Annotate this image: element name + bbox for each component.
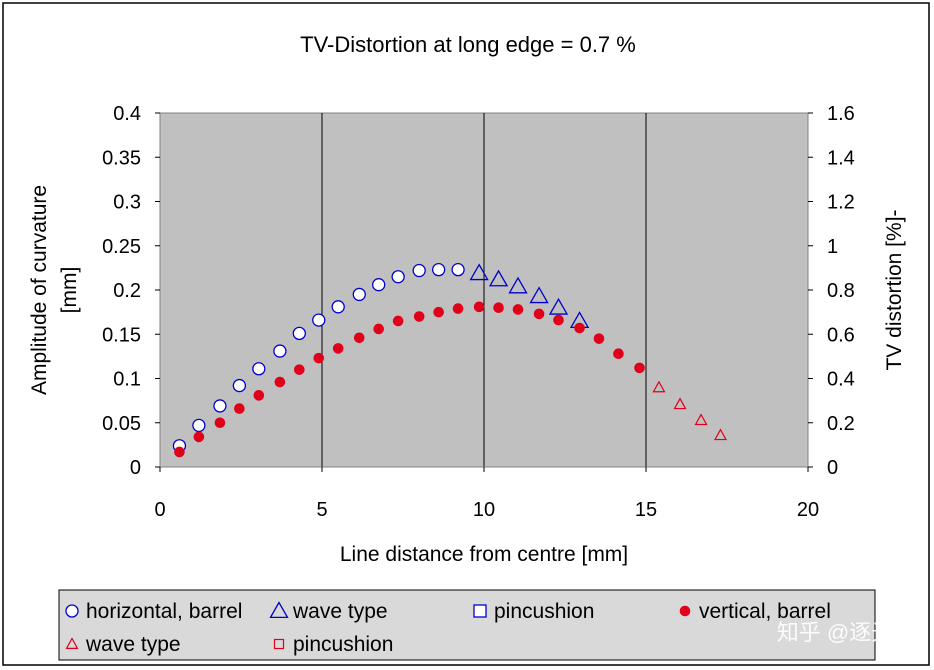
legend-marker-0 bbox=[65, 604, 79, 618]
y2-tick-label-7: 1.4 bbox=[827, 147, 855, 169]
y-tick-label-3: 0.15 bbox=[102, 324, 141, 346]
legend-marker-1 bbox=[269, 601, 289, 619]
legend-marker-3 bbox=[679, 605, 691, 617]
y-tick-label-1: 0.05 bbox=[102, 413, 141, 435]
watermark: 知乎 @逐光 bbox=[777, 620, 893, 645]
series-3-point-13 bbox=[433, 306, 444, 318]
x-tick-label-1: 5 bbox=[316, 499, 327, 521]
series-3-point-8 bbox=[332, 343, 344, 354]
series-0-point-13 bbox=[431, 262, 446, 277]
legend-label-4: wave type bbox=[85, 633, 181, 656]
series-3-point-7 bbox=[313, 352, 325, 364]
y-axis-label-line2: [mm] bbox=[58, 267, 81, 314]
series-1-point-4 bbox=[548, 297, 569, 315]
series-3-point-15 bbox=[473, 301, 485, 313]
y-axis-label-line1: Amplitude of curvature bbox=[28, 185, 51, 395]
series-3-point-21 bbox=[593, 333, 605, 344]
series-3-point-3 bbox=[234, 403, 245, 414]
series-0-point-8 bbox=[331, 300, 345, 314]
series-3-point-14 bbox=[452, 303, 464, 314]
series-3-point-11 bbox=[392, 315, 404, 327]
series-0-point-14 bbox=[451, 262, 465, 277]
series-4-point-0 bbox=[652, 380, 666, 393]
series-3-point-18 bbox=[533, 308, 545, 320]
x-tick-label-0: 0 bbox=[154, 499, 165, 521]
y2-tick-label-3: 0.6 bbox=[827, 324, 855, 346]
series-0-point-2 bbox=[213, 399, 227, 413]
y-tick-label-4: 0.2 bbox=[113, 280, 141, 302]
legend-label-3: vertical, barrel bbox=[699, 600, 831, 623]
series-3-point-23 bbox=[634, 362, 645, 374]
series-0-point-11 bbox=[391, 270, 405, 284]
series-0-point-1 bbox=[192, 418, 206, 433]
legend-label-1: wave type bbox=[292, 600, 388, 623]
legend-label-0: horizontal, barrel bbox=[86, 600, 242, 623]
series-1-point-2 bbox=[508, 276, 528, 294]
series-3-point-9 bbox=[353, 332, 365, 344]
y2-tick-label-6: 1.2 bbox=[827, 192, 855, 214]
y-tick-label-2: 0.1 bbox=[113, 369, 141, 391]
x-tick-label-3: 15 bbox=[635, 499, 657, 521]
series-0-point-3 bbox=[232, 378, 247, 393]
series-0-point-10 bbox=[372, 278, 386, 292]
y-tick-label-5: 0.25 bbox=[102, 236, 141, 258]
series-3-point-17 bbox=[512, 304, 524, 315]
legend: horizontal, barrel wave type pincushion ver… bbox=[65, 600, 831, 656]
chart-title: TV-Distortion at long edge = 0.7 % bbox=[300, 32, 636, 57]
y2-tick-label-5: 1 bbox=[827, 236, 838, 258]
series-3-point-16 bbox=[493, 302, 504, 314]
y-tick-label-0: 0 bbox=[130, 457, 141, 479]
y-axis-ticks: 0 0.05 0.1 0.15 0.2 0.25 0.3 0.35 0.4 bbox=[102, 103, 141, 479]
series-3-point-20 bbox=[574, 322, 585, 334]
series-3-point-0 bbox=[174, 446, 185, 458]
legend-box bbox=[58, 589, 876, 661]
series-3-point-19 bbox=[553, 314, 564, 326]
x-tick-label-4: 20 bbox=[797, 499, 819, 521]
series-0-point-5 bbox=[273, 344, 287, 358]
series-4-point-3 bbox=[714, 428, 728, 441]
axes bbox=[155, 112, 813, 472]
series-3-point-12 bbox=[413, 311, 425, 322]
series-3-point-2 bbox=[214, 417, 226, 429]
y2-tick-label-8: 1.6 bbox=[827, 103, 855, 125]
series-3-point-1 bbox=[193, 431, 205, 443]
y2-axis-label: TV distortion [%]- bbox=[883, 209, 906, 370]
series-0-point-4 bbox=[252, 362, 266, 376]
y-tick-label-8: 0.4 bbox=[113, 103, 141, 125]
series-0-point-9 bbox=[352, 287, 366, 302]
series-4-point-1 bbox=[673, 397, 687, 410]
y2-tick-label-4: 0.8 bbox=[827, 280, 855, 302]
series-3-point-4 bbox=[253, 390, 265, 401]
series-3-point-6 bbox=[294, 364, 305, 375]
series-1-point-1 bbox=[488, 269, 509, 287]
x-axis-ticks: 0 5 10 15 20 bbox=[154, 499, 819, 521]
series-3-point-5 bbox=[274, 376, 286, 388]
legend-label-5: pincushion bbox=[293, 633, 393, 656]
legend-marker-2 bbox=[473, 604, 487, 618]
legend-marker-5 bbox=[273, 638, 285, 650]
data-markers bbox=[172, 262, 728, 458]
legend-marker-4 bbox=[65, 637, 79, 650]
x-axis-label: Line distance from centre [mm] bbox=[340, 543, 628, 566]
y-tick-label-6: 0.3 bbox=[113, 192, 141, 214]
series-1-point-0 bbox=[469, 263, 489, 281]
y-tick-label-7: 0.35 bbox=[102, 147, 141, 169]
series-0-point-12 bbox=[412, 263, 426, 278]
series-0-point-6 bbox=[292, 326, 306, 341]
series-4-point-2 bbox=[694, 413, 708, 426]
series-1-point-3 bbox=[529, 286, 549, 304]
y2-tick-label-0: 0 bbox=[827, 457, 838, 479]
series-3-point-10 bbox=[373, 323, 385, 335]
legend-label-2: pincushion bbox=[494, 600, 594, 623]
series-3-point-22 bbox=[613, 348, 624, 360]
series-0-point-7 bbox=[312, 313, 326, 327]
gridlines bbox=[321, 113, 647, 467]
y2-axis-ticks: 0 0.2 0.4 0.6 0.8 1 1.2 1.4 1.6 bbox=[827, 103, 855, 479]
y2-tick-label-1: 0.2 bbox=[827, 413, 855, 435]
y2-tick-label-2: 0.4 bbox=[827, 369, 855, 391]
x-tick-label-2: 10 bbox=[473, 499, 495, 521]
